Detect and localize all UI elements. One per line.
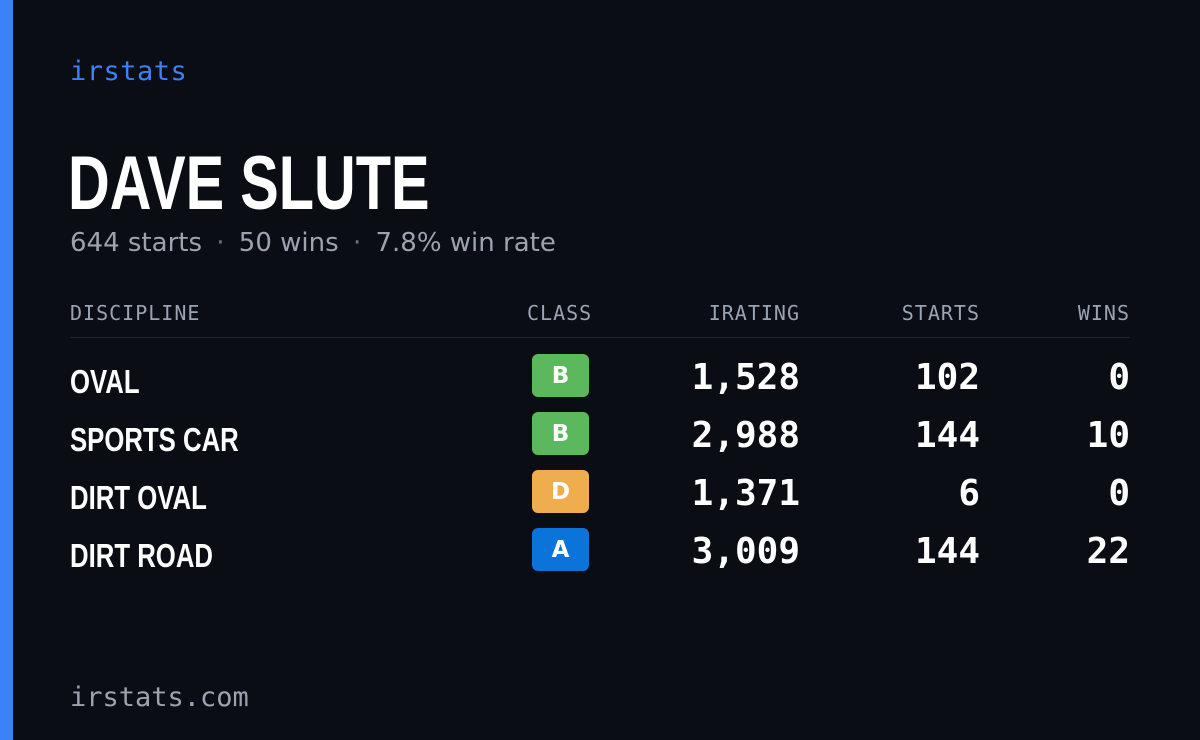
summary-wins: 50 wins	[238, 228, 339, 258]
accent-bar	[0, 0, 13, 740]
wins-value: 0	[1108, 357, 1130, 398]
column-header-wins: WINS	[1077, 301, 1130, 325]
discipline-name: SPORTS CAR	[70, 421, 239, 458]
column-header-starts: STARTS	[901, 301, 980, 325]
driver-name: DAVE SLUTE	[68, 141, 430, 226]
table-row: SPORTS CAR B 2,988 144 10	[0, 412, 1200, 470]
column-header-class: CLASS	[527, 301, 593, 325]
irating-value: 3,009	[691, 531, 800, 572]
class-badge: B	[532, 354, 589, 397]
class-badge: A	[532, 528, 589, 571]
summary-win-rate: 7.8% win rate	[375, 228, 556, 258]
driver-summary: 644 starts · 50 wins · 7.8% win rate	[70, 228, 556, 258]
wins-value: 22	[1086, 531, 1130, 572]
column-header-discipline: DISCIPLINE	[70, 301, 201, 325]
starts-value: 6	[958, 473, 980, 514]
class-badge: D	[532, 470, 589, 513]
wins-value: 0	[1108, 473, 1130, 514]
table-row: OVAL B 1,528 102 0	[0, 354, 1200, 412]
summary-separator: ·	[216, 228, 225, 258]
starts-value: 144	[914, 531, 980, 572]
summary-starts: 644 starts	[70, 228, 202, 258]
table-row: DIRT ROAD A 3,009 144 22	[0, 528, 1200, 586]
footer-url: irstats.com	[70, 682, 249, 713]
table-row: DIRT OVAL D 1,371 6 0	[0, 470, 1200, 528]
irating-value: 2,988	[691, 415, 800, 456]
irating-value: 1,371	[691, 473, 800, 514]
discipline-name: OVAL	[70, 363, 140, 400]
irating-value: 1,528	[691, 357, 800, 398]
discipline-name: DIRT ROAD	[70, 537, 213, 574]
starts-value: 102	[914, 357, 980, 398]
summary-separator: ·	[352, 228, 362, 258]
class-badge: B	[532, 412, 589, 455]
header-divider	[70, 337, 1130, 338]
brand-logo-text: irstats	[70, 56, 188, 87]
discipline-name: DIRT OVAL	[70, 479, 207, 516]
column-header-irating: IRATING	[708, 301, 800, 325]
starts-value: 144	[914, 415, 980, 456]
wins-value: 10	[1086, 415, 1130, 456]
